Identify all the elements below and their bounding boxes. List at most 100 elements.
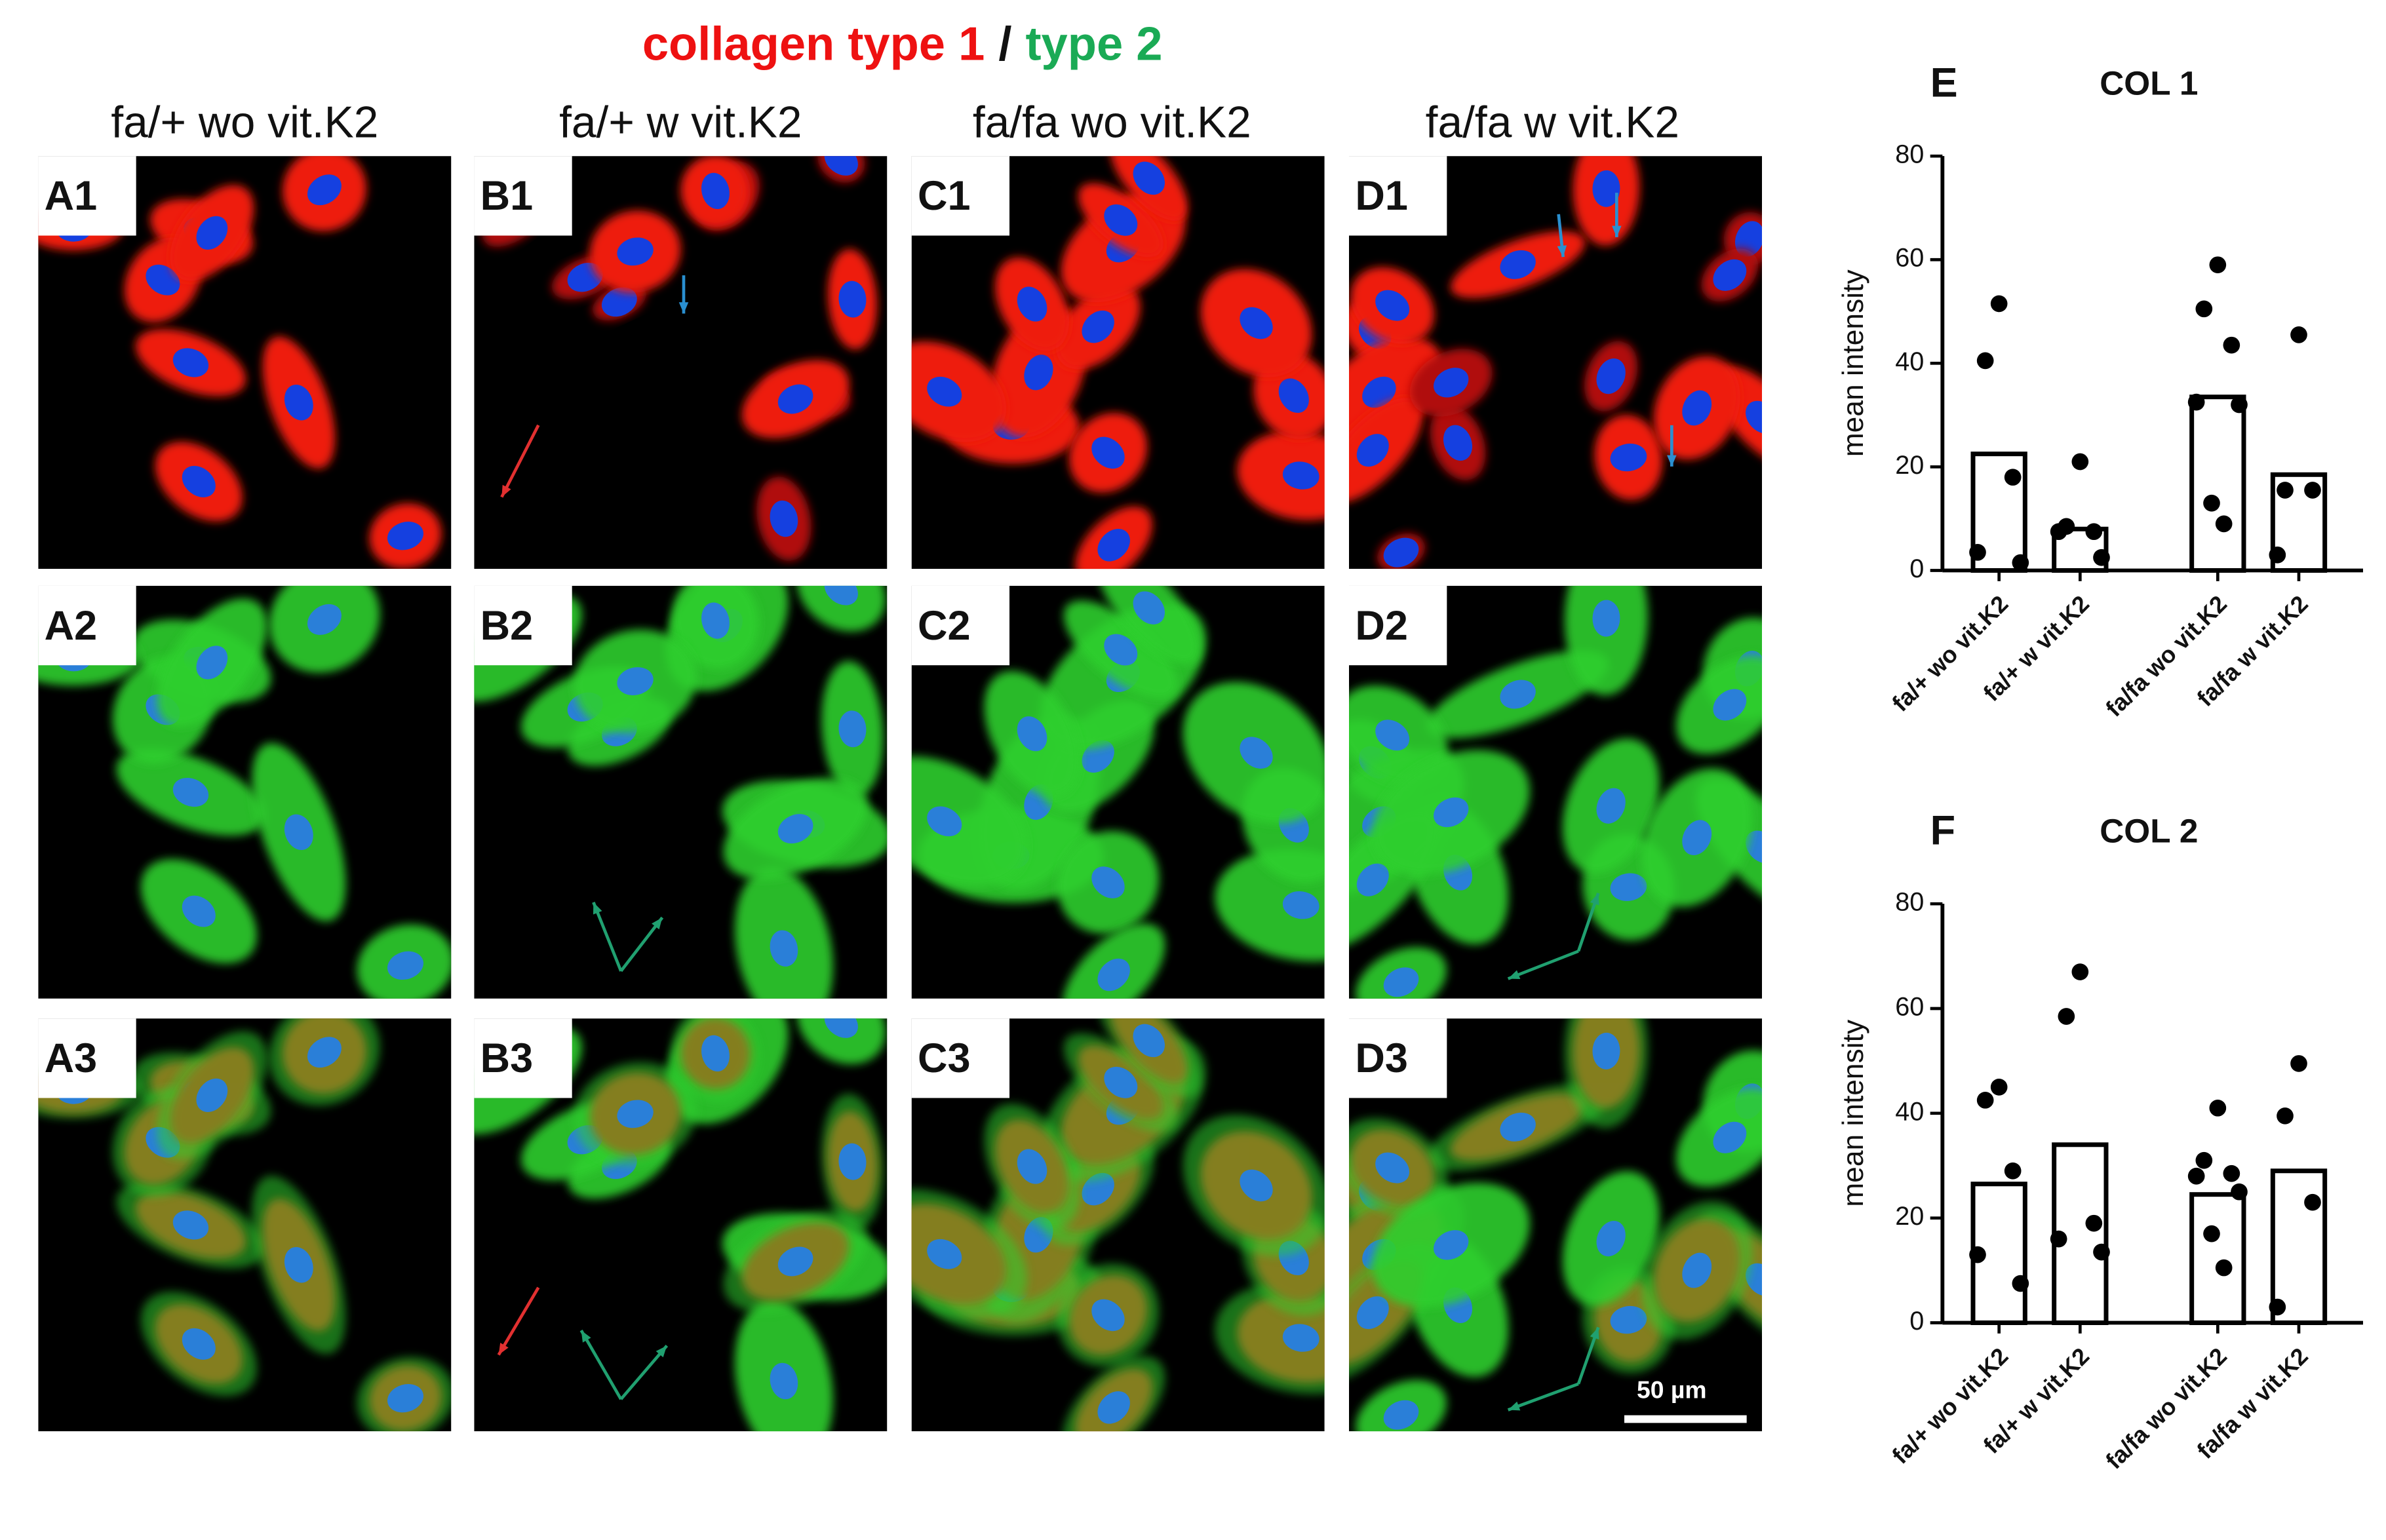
nucleus — [1383, 1400, 1419, 1430]
nucleus — [1592, 1032, 1620, 1069]
y-tick-label: 0 — [1909, 1307, 1924, 1336]
nucleus — [824, 585, 858, 606]
nucleus — [1434, 1230, 1469, 1260]
data-point — [2195, 300, 2213, 318]
nucleus — [824, 156, 858, 176]
nucleus — [1282, 891, 1320, 919]
data-point — [1969, 544, 1986, 561]
micrograph — [1349, 585, 1762, 999]
y-tick-label: 0 — [1909, 554, 1924, 583]
data-point — [2231, 1183, 2248, 1201]
nucleus — [1091, 1299, 1125, 1332]
nucleus — [1017, 286, 1047, 322]
data-point — [2071, 453, 2089, 471]
y-tick-label: 20 — [1895, 451, 1924, 480]
nucleus — [1133, 161, 1165, 195]
nucleus — [1713, 1121, 1747, 1153]
arrow — [1507, 950, 1579, 980]
nucleus — [927, 806, 962, 837]
nucleus — [1746, 830, 1762, 864]
nucleus — [1097, 958, 1130, 991]
arrow-head — [652, 917, 663, 930]
panel-label: C2 — [918, 603, 971, 649]
nucleus — [1500, 1112, 1536, 1142]
data-point — [2215, 515, 2233, 533]
nucleus — [1104, 634, 1138, 666]
data-point — [2223, 1165, 2240, 1182]
nucleus — [1017, 1149, 1047, 1184]
bar — [2189, 1192, 2246, 1326]
data-point — [2187, 1167, 2205, 1185]
panel-letter: E — [1930, 60, 1958, 106]
nucleus — [1097, 529, 1130, 562]
data-point — [2290, 1055, 2307, 1072]
nucleus — [1734, 221, 1762, 257]
arrow-head — [498, 1343, 509, 1355]
nucleus — [1682, 1252, 1712, 1288]
panel-label: C3 — [918, 1035, 971, 1081]
micrograph — [474, 156, 888, 569]
title-red: collagen type 1 — [642, 18, 985, 71]
nucleus — [1592, 170, 1620, 207]
arrow — [1507, 1382, 1579, 1412]
nucleus — [1682, 820, 1712, 856]
bar — [2270, 1168, 2328, 1325]
data-point — [2203, 494, 2220, 512]
nucleus — [1375, 290, 1410, 321]
data-point — [2093, 1243, 2110, 1261]
data-point — [2012, 554, 2029, 571]
nucleus — [701, 1035, 730, 1072]
data-point — [2050, 1230, 2067, 1248]
nucleus — [617, 1100, 654, 1128]
nucleus — [701, 172, 730, 210]
data-point — [2093, 549, 2110, 566]
nucleus — [1610, 1305, 1647, 1334]
nucleus — [307, 604, 342, 635]
column-header: fa/+ wo vit.K2 — [111, 98, 378, 147]
micrograph — [474, 1018, 888, 1432]
data-point — [2085, 523, 2103, 541]
nucleus — [770, 500, 798, 537]
nucleus — [1104, 1066, 1138, 1098]
data-point — [2269, 546, 2286, 564]
nucleus — [777, 814, 813, 844]
data-point — [2277, 1107, 2294, 1125]
data-point — [2203, 1225, 2220, 1242]
nucleus — [196, 216, 228, 250]
data-point — [2269, 1298, 2286, 1316]
nucleus — [824, 1018, 858, 1038]
nucleus — [927, 376, 962, 407]
arrow — [497, 1286, 540, 1356]
title-sep: / — [998, 18, 1011, 71]
arrow-head — [678, 302, 689, 314]
data-point — [2012, 1275, 2029, 1292]
arrow-head — [1612, 225, 1622, 237]
panel-label: B2 — [480, 603, 534, 649]
panel-label: D1 — [1355, 173, 1408, 219]
nucleus — [172, 777, 209, 807]
nucleus — [1596, 1220, 1626, 1257]
data-point — [1976, 1092, 1994, 1109]
nucleus — [617, 237, 654, 266]
data-point — [2231, 396, 2248, 414]
arrow — [619, 1344, 669, 1400]
nucleus — [307, 174, 342, 206]
y-axis-label: mean intensity — [1837, 269, 1869, 457]
nucleus — [1356, 434, 1389, 467]
data-point — [2304, 1193, 2321, 1211]
panel-label: D2 — [1355, 603, 1408, 649]
bar — [2189, 395, 2246, 573]
nucleus — [387, 951, 423, 980]
nucleus — [838, 280, 867, 318]
nucleus — [838, 710, 867, 748]
arrow-head — [1508, 970, 1521, 980]
y-tick-label: 40 — [1895, 347, 1924, 376]
arrow-head — [1557, 245, 1567, 258]
nucleus — [777, 1246, 813, 1277]
column-header: fa/+ w vit.K2 — [559, 98, 802, 147]
chart-title: COL 2 — [2100, 812, 2198, 849]
nucleus — [1596, 788, 1626, 824]
nucleus — [1500, 250, 1536, 279]
panel-label: B3 — [480, 1035, 534, 1081]
